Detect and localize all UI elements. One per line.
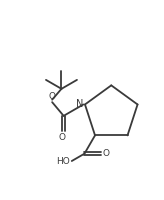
Text: N: N: [76, 99, 84, 109]
Text: O: O: [59, 133, 65, 142]
Text: O: O: [102, 149, 109, 158]
Text: HO: HO: [56, 157, 70, 166]
Text: O: O: [49, 92, 56, 101]
